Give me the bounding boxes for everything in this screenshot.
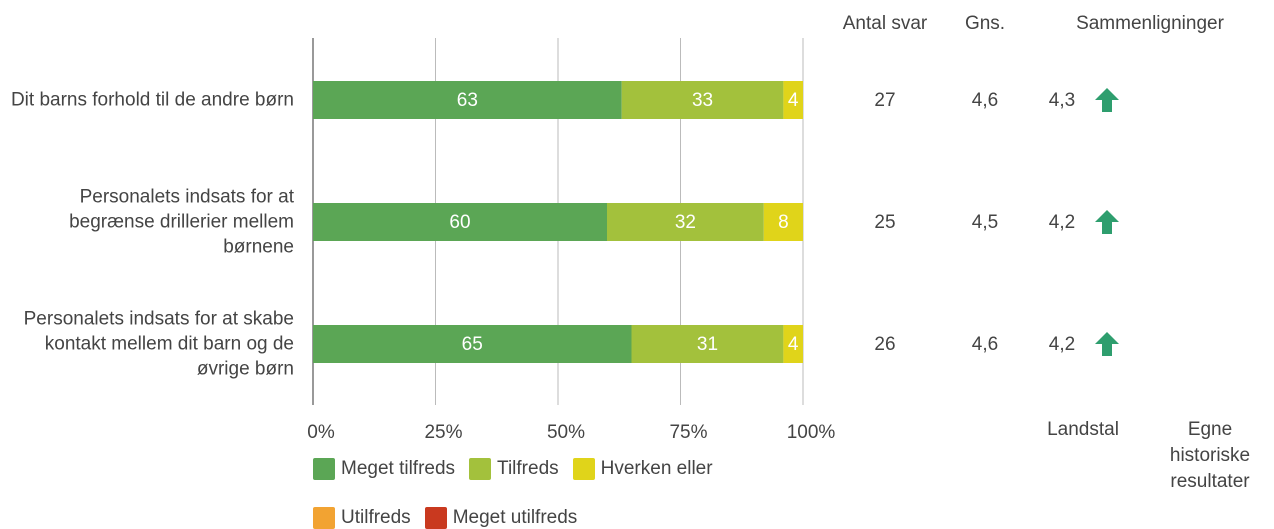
legend-swatch: [313, 457, 335, 480]
value-label: 8: [778, 212, 789, 233]
comparison-name: Egne historiske resultater: [1169, 419, 1251, 492]
value-label: 33: [692, 90, 713, 111]
legend-swatch: [424, 506, 447, 529]
bar-segment: [621, 81, 784, 119]
legend-label: Meget utilfreds: [452, 506, 578, 528]
value-label: 4: [788, 90, 799, 111]
category-label: Personalets indsats for at skabe kontakt…: [23, 308, 294, 380]
bar-segment: [313, 203, 607, 241]
bar-segment: [783, 325, 803, 363]
column-value: 27: [874, 90, 895, 111]
trend-arrow: [1095, 88, 1119, 112]
comparison-value: 4,3: [1049, 90, 1075, 111]
bar-segment: [607, 203, 764, 241]
category-label: Dit barns forhold til de andre børn: [10, 89, 294, 111]
bar-segment: [763, 203, 803, 241]
column-value: 25: [874, 212, 895, 233]
legend-label: Utilfreds: [341, 506, 411, 528]
trend-arrow: [1095, 332, 1119, 356]
legend-swatch: [469, 457, 492, 480]
column-header: Gns.: [965, 13, 1005, 34]
column-value: 26: [874, 334, 895, 355]
bar-segment: [313, 81, 622, 119]
legend: Meget tilfreds Tilfreds Hverken eller Utilf…: [313, 455, 823, 529]
comparison-value: 4,2: [1049, 334, 1075, 355]
value-label: 32: [675, 212, 696, 233]
column-header: Antal svar: [843, 13, 928, 34]
comparison-value: 4,2: [1049, 212, 1075, 233]
value-label: 65: [462, 334, 483, 355]
value-label: 4: [788, 334, 799, 355]
comparison-name: Landstal: [1047, 419, 1119, 440]
legend-item: Meget utilfreds: [424, 504, 578, 529]
x-tick-label: 50%: [547, 422, 585, 443]
x-tick-label: 75%: [669, 422, 707, 443]
category-label: Personalets indsats for at begrænse dril…: [69, 186, 294, 258]
value-label: 60: [449, 212, 470, 233]
legend-label: Tilfreds: [497, 457, 559, 479]
legend-item: Meget tilfreds: [313, 455, 455, 482]
legend-item: Utilfreds: [313, 504, 411, 529]
legend-label: Meget tilfreds: [341, 457, 456, 479]
x-tick-label: 25%: [424, 422, 462, 443]
value-label: 31: [697, 334, 718, 355]
legend-swatch: [572, 457, 595, 480]
legend-item: Tilfreds: [469, 455, 559, 482]
x-tick-label: 100%: [787, 422, 836, 443]
legend-item: Hverken eller: [572, 455, 713, 482]
trend-arrow: [1095, 210, 1119, 234]
legend-label: Hverken eller: [600, 457, 713, 479]
x-tick-label: 0%: [307, 422, 335, 443]
bar-segment: [313, 325, 632, 363]
bar-segment: [631, 325, 784, 363]
legend-swatch: [313, 506, 335, 529]
comparison-header: Sammenligninger: [1076, 13, 1225, 34]
column-value: 4,6: [972, 334, 998, 355]
column-value: 4,6: [972, 90, 998, 111]
column-value: 4,5: [972, 212, 998, 233]
bar-segment: [783, 81, 803, 119]
value-label: 63: [457, 90, 478, 111]
